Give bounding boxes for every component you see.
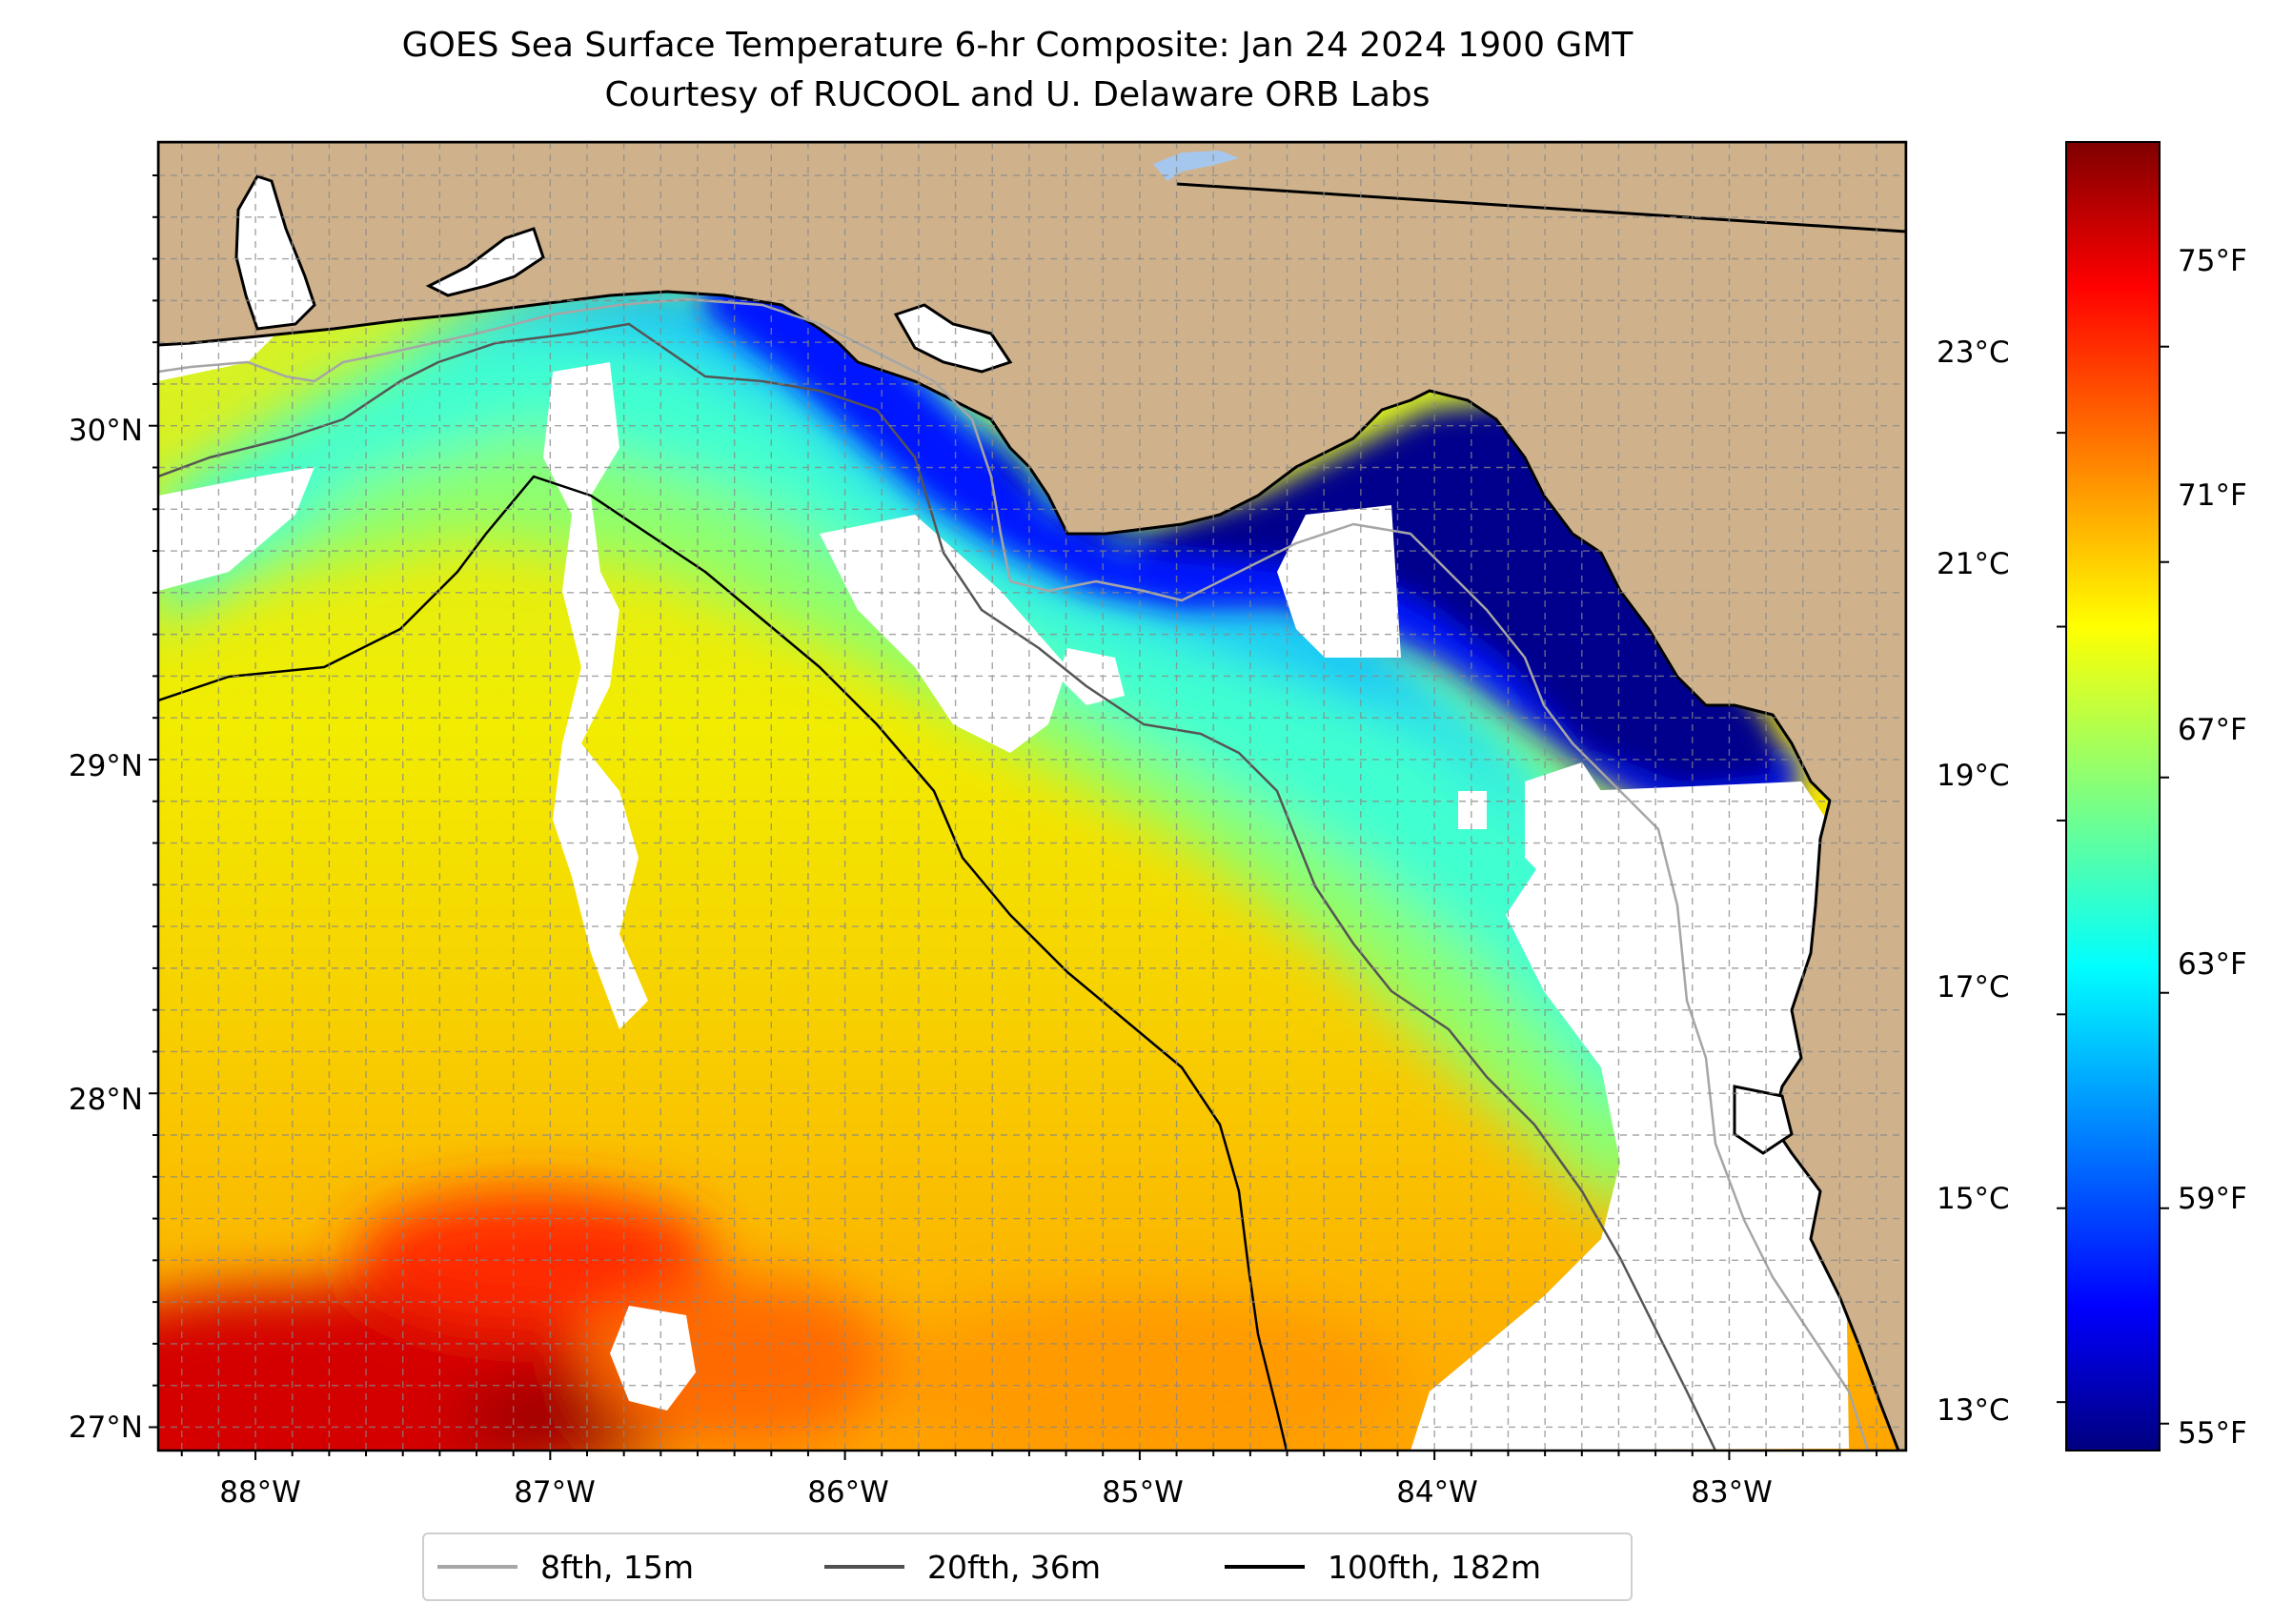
legend-item-100fth: 100fth, 182m (1225, 1534, 1541, 1599)
lon-label-88: 88°W (219, 1475, 301, 1510)
cb-celsius-13: 13°C (1937, 1393, 2010, 1428)
map-border (156, 140, 1908, 1452)
cb-fahrenheit-75: 75°F (2178, 244, 2247, 278)
cb-fahrenheit-55: 55°F (2178, 1416, 2247, 1451)
cb-celsius-21: 21°C (1937, 547, 2010, 581)
colorbar-ticks (2057, 345, 2169, 1425)
title-line-2: Courtesy of RUCOOL and U. Delaware ORB L… (604, 75, 1431, 114)
cb-fahrenheit-71: 71°F (2178, 478, 2247, 513)
contour-legend: 8fth, 15m 20fth, 36m 100fth, 182m (422, 1533, 1633, 1601)
land (158, 142, 1906, 1451)
lon-label-83: 83°W (1691, 1475, 1773, 1510)
map-area (158, 142, 1906, 1451)
gridlines (158, 142, 1906, 1451)
legend-label-100fth: 100fth, 182m (1328, 1548, 1541, 1586)
cb-celsius-17: 17°C (1937, 970, 2010, 1005)
title-line-1: GOES Sea Surface Temperature 6-hr Compos… (401, 26, 1634, 65)
legend-item-20fth: 20fth, 36m (824, 1534, 1101, 1599)
lon-label-85: 85°W (1102, 1475, 1184, 1510)
legend-swatch-8fth (437, 1565, 517, 1569)
lon-label-84: 84°W (1396, 1475, 1478, 1510)
cb-fahrenheit-67: 67°F (2178, 713, 2247, 747)
cb-celsius-23: 23°C (1937, 335, 2010, 370)
cb-celsius-19: 19°C (1937, 759, 2010, 793)
warm-core (158, 1191, 1410, 1451)
cb-fahrenheit-59: 59°F (2178, 1182, 2247, 1216)
lon-label-86: 86°W (807, 1475, 889, 1510)
colorbar-border (2065, 141, 2161, 1451)
cb-celsius-15: 15°C (1937, 1182, 2010, 1216)
lat-label-28: 28°N (68, 1083, 143, 1117)
legend-swatch-100fth (1225, 1565, 1305, 1569)
no-data-areas (158, 276, 1849, 1451)
axis-ticks (149, 174, 1878, 1460)
legend-label-20fth: 20fth, 36m (927, 1548, 1101, 1586)
lat-label-27: 27°N (68, 1411, 143, 1445)
legend-item-8fth: 8fth, 15m (437, 1534, 694, 1599)
colorbar (2066, 142, 2160, 1451)
lon-label-87: 87°W (514, 1475, 596, 1510)
lat-label-29: 29°N (68, 749, 143, 783)
state-border (1176, 182, 1906, 233)
lake (1153, 151, 1239, 181)
legend-swatch-20fth (824, 1565, 904, 1569)
lat-label-30: 30°N (68, 414, 143, 448)
cb-fahrenheit-63: 63°F (2178, 947, 2247, 982)
legend-label-8fth: 8fth, 15m (540, 1548, 695, 1586)
